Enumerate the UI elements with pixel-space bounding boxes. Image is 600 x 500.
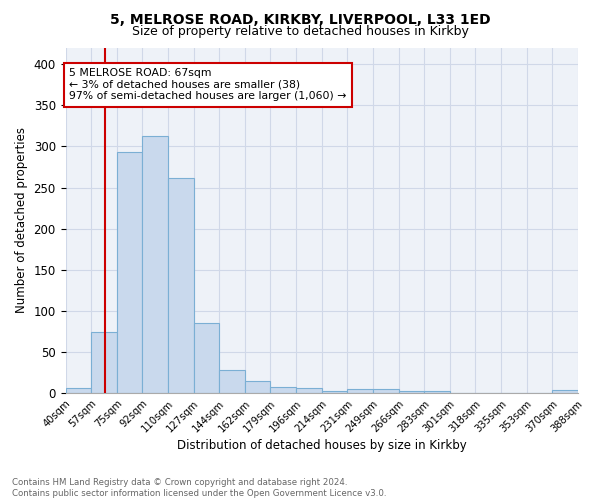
Bar bbox=[296, 388, 322, 394]
Bar bbox=[168, 178, 194, 394]
Text: Size of property relative to detached houses in Kirkby: Size of property relative to detached ho… bbox=[131, 25, 469, 38]
Bar bbox=[142, 136, 168, 394]
Bar bbox=[373, 390, 398, 394]
Bar bbox=[424, 391, 450, 394]
Bar bbox=[194, 324, 219, 394]
Bar bbox=[245, 381, 271, 394]
Text: 5 MELROSE ROAD: 67sqm
← 3% of detached houses are smaller (38)
97% of semi-detac: 5 MELROSE ROAD: 67sqm ← 3% of detached h… bbox=[70, 68, 347, 102]
Bar bbox=[271, 387, 296, 394]
Bar bbox=[91, 332, 117, 394]
Text: Contains HM Land Registry data © Crown copyright and database right 2024.
Contai: Contains HM Land Registry data © Crown c… bbox=[12, 478, 386, 498]
Bar bbox=[398, 391, 424, 394]
Bar bbox=[347, 390, 373, 394]
Bar bbox=[219, 370, 245, 394]
Bar bbox=[553, 390, 578, 394]
Bar bbox=[117, 152, 142, 394]
Bar bbox=[65, 388, 91, 394]
Text: 5, MELROSE ROAD, KIRKBY, LIVERPOOL, L33 1ED: 5, MELROSE ROAD, KIRKBY, LIVERPOOL, L33 … bbox=[110, 12, 490, 26]
X-axis label: Distribution of detached houses by size in Kirkby: Distribution of detached houses by size … bbox=[177, 440, 467, 452]
Bar bbox=[322, 391, 347, 394]
Y-axis label: Number of detached properties: Number of detached properties bbox=[15, 128, 28, 314]
